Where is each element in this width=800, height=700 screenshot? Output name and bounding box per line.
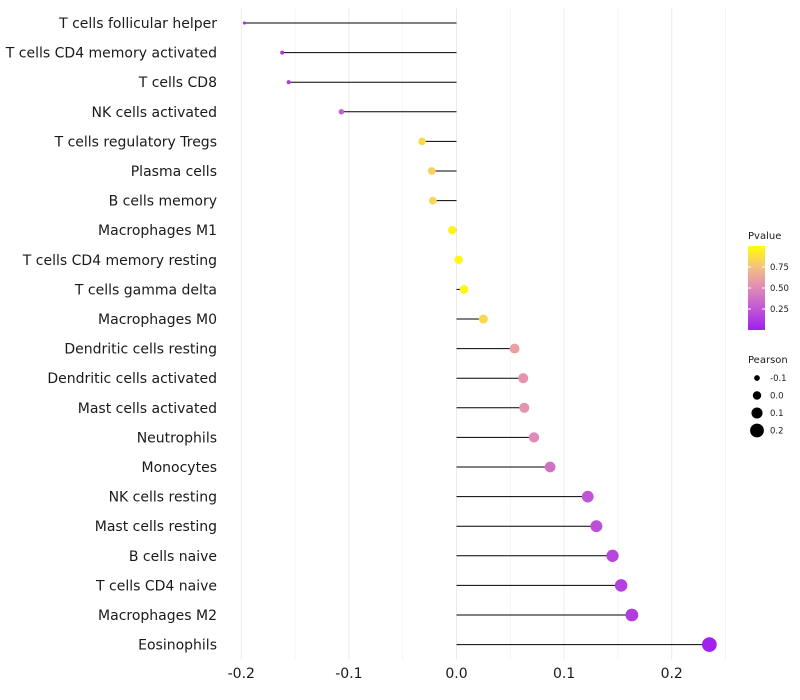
category-label: Plasma cells — [131, 164, 217, 180]
category-label: Neutrophils — [137, 430, 217, 446]
lollipop-point — [280, 50, 285, 55]
category-label: Monocytes — [142, 460, 217, 476]
category-label: NK cells activated — [92, 105, 217, 121]
lollipop-point — [544, 461, 556, 473]
lollipop-point — [528, 432, 540, 443]
lollipop-point — [478, 314, 488, 324]
colorbar-tick-label: 0.50 — [770, 284, 789, 294]
lollipop-point — [242, 21, 247, 25]
pvalue-colorbar — [748, 246, 765, 330]
lollipop-point — [459, 285, 469, 294]
x-tick-label: -0.1 — [335, 666, 362, 682]
category-label: Macrophages M0 — [98, 312, 217, 328]
category-label: Mast cells activated — [78, 401, 217, 417]
lollipop-point — [625, 608, 639, 622]
category-label: Macrophages M1 — [98, 223, 217, 239]
category-label: T cells CD4 naive — [95, 578, 217, 594]
lollipop-points — [242, 21, 717, 652]
lollipop-point — [418, 137, 426, 146]
size-legend-point — [754, 375, 760, 381]
size-legend-point — [751, 407, 763, 419]
pvalue-legend: Pvalue 0.25 0.50 0.75 — [748, 231, 789, 330]
lollipop-point — [518, 373, 529, 384]
x-tick-label: 0.1 — [553, 666, 575, 682]
lollipop-point — [519, 402, 530, 413]
category-labels: T cells follicular helper T cells CD4 mem… — [5, 16, 217, 654]
lollipop-point — [581, 490, 594, 503]
pvalue-legend-title: Pvalue — [748, 231, 781, 242]
category-label: Dendritic cells activated — [47, 371, 217, 387]
colorbar-tick-label: 0.25 — [770, 305, 789, 315]
lollipop-point — [606, 549, 619, 562]
lollipop-point — [286, 80, 291, 85]
lollipop-point — [427, 167, 436, 175]
lollipop-point — [428, 196, 437, 205]
size-legend-label: 0.0 — [770, 392, 784, 402]
size-legend-point — [752, 391, 762, 400]
lollipop-point — [509, 343, 520, 354]
size-legend-point — [750, 423, 764, 438]
pearson-legend-title: Pearson — [748, 355, 788, 366]
lollipop-point — [454, 255, 463, 265]
x-tick-label: 0.2 — [661, 666, 683, 682]
lollipop-point — [701, 637, 717, 652]
pearson-size-legend: Pearson -0.1 0.0 0.1 0.2 — [748, 355, 788, 438]
x-tick-label: 0.0 — [445, 666, 467, 682]
category-label: Eosinophils — [138, 638, 217, 654]
category-label: T cells regulatory Tregs — [54, 134, 217, 150]
x-tick-label: -0.2 — [228, 666, 255, 682]
category-label: B cells naive — [129, 549, 217, 565]
size-legend-label: -0.1 — [770, 374, 787, 384]
category-label: B cells memory — [109, 194, 217, 210]
grid-lines — [240, 8, 726, 660]
lollipop-point — [614, 579, 628, 592]
x-axis-tick-labels: -0.2 -0.1 0.0 0.1 0.2 — [228, 666, 683, 682]
size-legend-label: 0.2 — [770, 427, 784, 437]
category-label: Dendritic cells resting — [64, 342, 217, 358]
lollipop-stems — [244, 22, 710, 646]
category-label: Mast cells resting — [95, 519, 217, 535]
category-label: T cells CD4 memory activated — [5, 46, 217, 62]
size-legend-label: 0.1 — [770, 409, 784, 419]
lollipop-point — [590, 520, 603, 533]
lollipop-point — [338, 109, 345, 115]
category-label: T cells follicular helper — [58, 16, 217, 32]
category-label: T cells gamma delta — [74, 282, 217, 298]
category-label: NK cells resting — [109, 490, 217, 506]
category-label: T cells CD8 — [138, 75, 217, 91]
category-label: Macrophages M2 — [98, 608, 217, 624]
category-label: T cells CD4 memory resting — [22, 253, 217, 269]
lollipop-point — [448, 226, 457, 235]
colorbar-tick-label: 0.75 — [770, 263, 789, 273]
